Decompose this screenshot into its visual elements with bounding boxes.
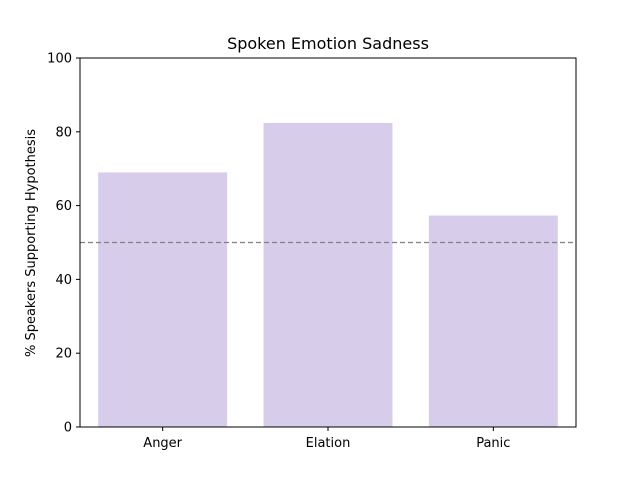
y-tick-label: 100 — [47, 52, 72, 67]
y-axis-label: % Speakers Supporting Hypothesis — [24, 129, 39, 357]
bar-anger — [98, 172, 228, 427]
y-ticks-layer: 0 20 40 60 80 100 — [47, 52, 80, 436]
y-tick-label: 60 — [55, 199, 72, 214]
y-tick-label: 80 — [55, 125, 72, 140]
x-ticks-layer: Anger Elation Panic — [143, 427, 510, 451]
chart-title: Spoken Emotion Sadness — [227, 34, 429, 53]
bar-elation — [263, 122, 393, 427]
y-tick-label: 0 — [64, 421, 72, 436]
y-tick-label: 20 — [55, 347, 72, 362]
bars-layer — [98, 122, 558, 427]
y-tick-label: 40 — [55, 273, 72, 288]
bar-panic — [428, 215, 558, 427]
x-tick-label-anger: Anger — [143, 436, 182, 451]
x-tick-label-panic: Panic — [476, 436, 510, 451]
x-tick-label-elation: Elation — [306, 436, 351, 451]
